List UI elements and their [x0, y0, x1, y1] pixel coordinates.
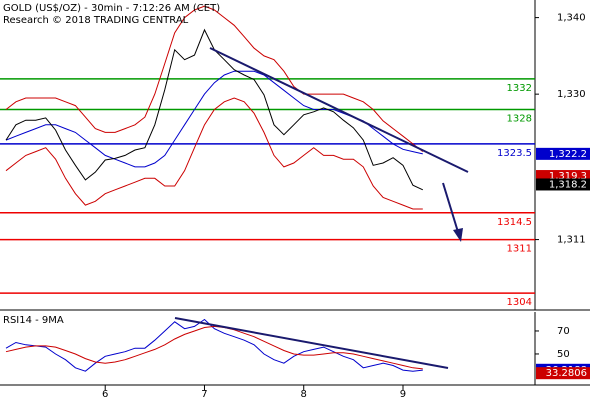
arrow-shaft — [442, 182, 459, 233]
trend-line — [209, 47, 469, 173]
price-tag-label: 1,322.2 — [549, 149, 587, 160]
x-tick-label: 9 — [400, 389, 406, 400]
y-tick-label: 50 — [557, 349, 570, 360]
x-tick-label: 7 — [201, 389, 207, 400]
chart-subtitle: Research © 2018 TRADING CENTRAL — [3, 15, 189, 26]
y-tick-label: 1,311 — [557, 235, 586, 246]
chart-title: GOLD (US$/OZ) - 30min - 7:12:26 AM (CET) — [3, 3, 220, 14]
level-label: 1304 — [507, 297, 532, 308]
series-line — [5, 325, 423, 370]
y-tick-label: 1,330 — [557, 89, 586, 100]
price-tag-label: 1,318.2 — [549, 179, 587, 190]
price-tag-label: 33.2806 — [546, 368, 587, 379]
rsi-title: RSI14 - 9MA — [3, 315, 64, 326]
price-tag — [536, 367, 590, 380]
level-label: 1311 — [507, 244, 532, 255]
price-tag — [536, 147, 590, 160]
arrow-head — [453, 228, 463, 242]
x-tick-label: 8 — [301, 389, 307, 400]
y-tick-label: 1,340 — [557, 13, 586, 24]
series-line — [5, 97, 423, 210]
level-label: 1328 — [507, 113, 532, 124]
level-label: 1332 — [507, 83, 532, 94]
level-label: 1314.5 — [497, 217, 532, 228]
rsi-trend-line — [174, 317, 449, 369]
y-tick-label: 70 — [557, 326, 570, 337]
price-tag-label: 1,319.3 — [549, 171, 587, 182]
series-line — [5, 5, 424, 152]
level-label: 1323.5 — [497, 148, 532, 159]
series-line — [5, 318, 423, 372]
price-tag — [536, 178, 590, 191]
x-tick-label: 6 — [102, 389, 108, 400]
